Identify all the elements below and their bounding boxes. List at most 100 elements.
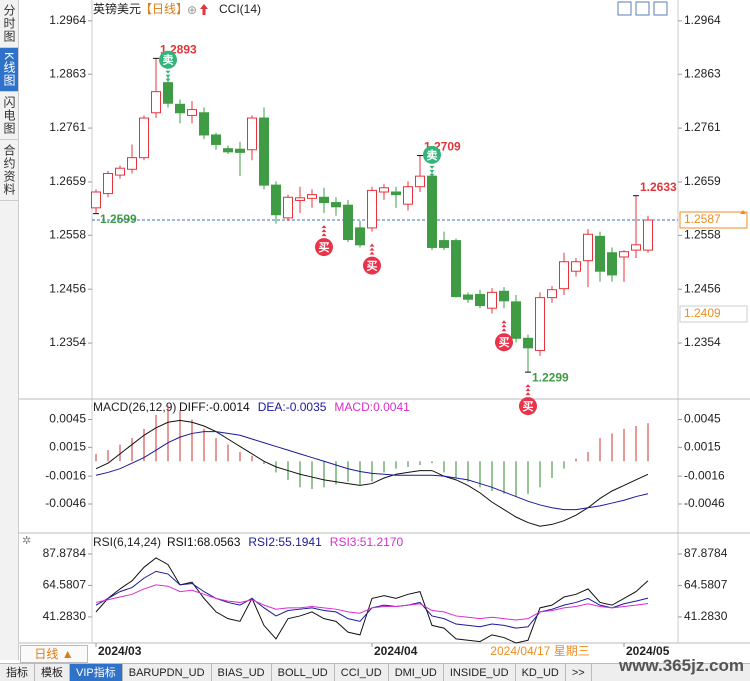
indicator-tab[interactable]: BOLL_UD	[272, 664, 335, 681]
background	[18, 0, 750, 663]
signal-arrow	[501, 324, 507, 328]
candle-body	[343, 204, 353, 241]
signal-label: 买	[319, 241, 330, 254]
legend-entry: RSI3:51.2170	[330, 535, 404, 549]
candle-body	[559, 261, 569, 290]
candle-body	[487, 291, 497, 309]
high-label: 1.2633	[640, 180, 677, 194]
signal-arrow	[525, 388, 531, 392]
low-label: 1.2599	[100, 212, 137, 226]
current-price-arrow	[740, 209, 746, 214]
indicator-tab[interactable]: 模板	[35, 664, 70, 681]
trade-signal: 买	[363, 243, 381, 275]
candle-body	[511, 301, 521, 339]
candle-body	[163, 82, 173, 104]
indicator-line	[95, 584, 649, 621]
candle-body	[427, 175, 437, 248]
candle-body	[223, 148, 233, 153]
trade-signal: 买	[315, 225, 333, 257]
signal-arrow	[369, 251, 375, 255]
rsi-title: RSI(6,14,24)	[93, 535, 161, 549]
candle-body	[607, 252, 617, 276]
indicator-tab[interactable]: BARUPDN_UD	[123, 664, 212, 681]
signal-label: 买	[367, 260, 378, 273]
y-tick-label: 1.2659	[684, 174, 721, 188]
y-tick-label: 0.0045	[49, 412, 86, 426]
candle-body	[631, 244, 641, 251]
signal-label: 买	[499, 336, 510, 349]
x-tick-label: 2024/03	[98, 644, 142, 658]
candle-body	[463, 294, 473, 300]
candle-body	[295, 197, 305, 201]
y-tick-label: -0.0046	[684, 496, 725, 510]
signal-arrow	[165, 74, 171, 78]
indicator-tab[interactable]: KD_UD	[516, 664, 566, 681]
candle-body	[127, 157, 137, 170]
signal-arrow	[429, 165, 435, 169]
y-tick-label: 87.8784	[684, 546, 728, 560]
sidebar-tab[interactable]: 合约资料	[0, 140, 18, 202]
y-tick-label: 0.0045	[684, 412, 721, 426]
candle-body	[283, 196, 293, 219]
legend-entry: RSI1:68.0563	[167, 535, 241, 549]
candle-body	[451, 240, 461, 298]
candle-body	[259, 117, 269, 186]
indicator-tab[interactable]: DMI_UD	[389, 664, 444, 681]
crosshair-price-box	[679, 305, 748, 323]
y-tick-label: 0.0015	[49, 440, 86, 454]
y-tick-label: -0.0046	[45, 496, 86, 510]
indicator-tab[interactable]: 指标	[0, 664, 35, 681]
signal-arrow	[165, 78, 171, 82]
period[interactable]: 【日线】	[140, 2, 188, 16]
signal-arrow	[525, 384, 531, 388]
indicator-tab[interactable]: INSIDE_UD	[444, 664, 516, 681]
trade-signal: 买	[519, 384, 537, 416]
macd-title: MACD(26,12,9)	[93, 400, 176, 414]
signal-arrow	[321, 233, 327, 237]
x-tick-label: 2024/04	[374, 644, 418, 658]
candle-body	[319, 196, 329, 204]
crosshair-date: 2024/04/17 星期三	[490, 644, 589, 658]
y-tick-label: 1.2456	[684, 281, 721, 295]
period-button[interactable]: 日线 ▲	[20, 645, 88, 663]
current-price-box	[679, 211, 748, 229]
signal-arrow	[321, 225, 327, 229]
indicator-tab[interactable]: BIAS_UD	[212, 664, 272, 681]
candle-body	[211, 134, 221, 145]
trade-signal: 卖	[159, 50, 177, 82]
add-indicator[interactable]: ⊕	[187, 3, 197, 17]
candle-body	[523, 337, 533, 349]
tool-icon[interactable]	[617, 1, 632, 16]
candle-body	[307, 194, 317, 199]
settings-icon[interactable]: ✲	[22, 535, 31, 547]
indicator-tab[interactable]: VIP指标	[70, 664, 123, 681]
sidebar-tab[interactable]: K线图	[0, 48, 18, 93]
candle-body	[379, 187, 389, 193]
indicator-name[interactable]: CCI(14)	[219, 2, 261, 16]
candle-body	[367, 189, 377, 229]
tool-icon[interactable]	[653, 1, 668, 16]
indicator-tabs: 指标 模板 VIP指标 BARUPDN_UD BIAS_UD BOLL_UD CCI_UD D…	[0, 663, 750, 681]
y-tick-label: -0.0016	[45, 468, 86, 482]
candle-body	[151, 91, 161, 114]
y-tick-label: 1.2558	[49, 227, 86, 241]
signal-badge	[159, 50, 177, 69]
sidebar-tab[interactable]: 闪电图	[0, 92, 18, 141]
sidebar-tab[interactable]: 分时图	[0, 0, 18, 48]
x-tick-label: 2024/05	[626, 644, 670, 658]
signal-badge	[495, 333, 513, 352]
watermark: www.365jz.com	[618, 656, 744, 675]
toolbar-icons[interactable]	[617, 1, 668, 16]
candle-body	[199, 112, 209, 136]
low-label: 1.2299	[532, 370, 569, 384]
y-tick-label: 64.5807	[43, 578, 87, 592]
current-price-label: 1.2587	[684, 212, 721, 226]
tool-icon[interactable]	[635, 1, 650, 16]
legend-entry: DEA:-0.0035	[258, 400, 327, 414]
indicator-tab[interactable]: >>	[566, 664, 592, 681]
symbol: 英镑美元	[93, 1, 141, 16]
y-tick-label: 1.2354	[49, 335, 86, 349]
indicator-tab[interactable]: CCI_UD	[335, 664, 389, 681]
signal-label: 卖	[427, 148, 438, 162]
candle-body	[355, 227, 365, 246]
